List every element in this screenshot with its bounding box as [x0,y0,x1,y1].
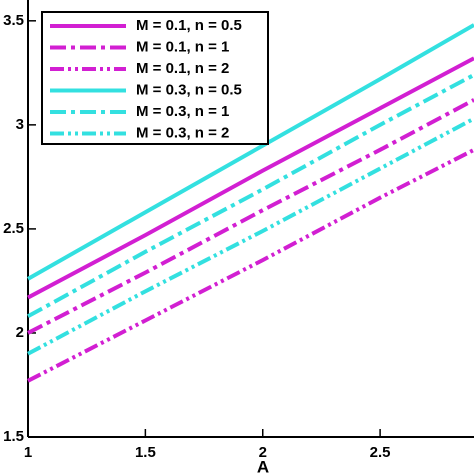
x-tick-label: 2.5 [370,444,391,461]
legend-label: M = 0.1, n = 2 [136,60,229,77]
legend-label: M = 0.1, n = 1 [136,38,229,55]
y-tick-label: 3.5 [3,12,24,29]
series-line [27,148,474,383]
x-tick-label: 1 [24,444,32,461]
legend-label: M = 0.3, n = 0.5 [136,81,242,98]
legend-label: M = 0.3, n = 2 [136,124,229,141]
legend-label: M = 0.3, n = 1 [136,103,229,120]
series-line [27,116,474,356]
x-tick-label: 1.5 [135,444,156,461]
y-tick-label: 3 [16,116,24,133]
x-tick-label: 2 [259,444,267,461]
y-tick-label: 2 [16,324,24,341]
legend-box [41,11,269,145]
legend: M = 0.1, n = 0.5 M = 0.1, n = 1 M = 0.1, n… [41,11,269,145]
x-axis-label: A [257,457,269,474]
series-line [27,98,474,335]
legend-label: M = 0.1, n = 0.5 [136,17,242,34]
series-line [27,23,474,281]
series-line [27,56,474,300]
y-tick-label: 2.5 [3,220,24,237]
y-tick-label: 1.5 [3,428,24,445]
